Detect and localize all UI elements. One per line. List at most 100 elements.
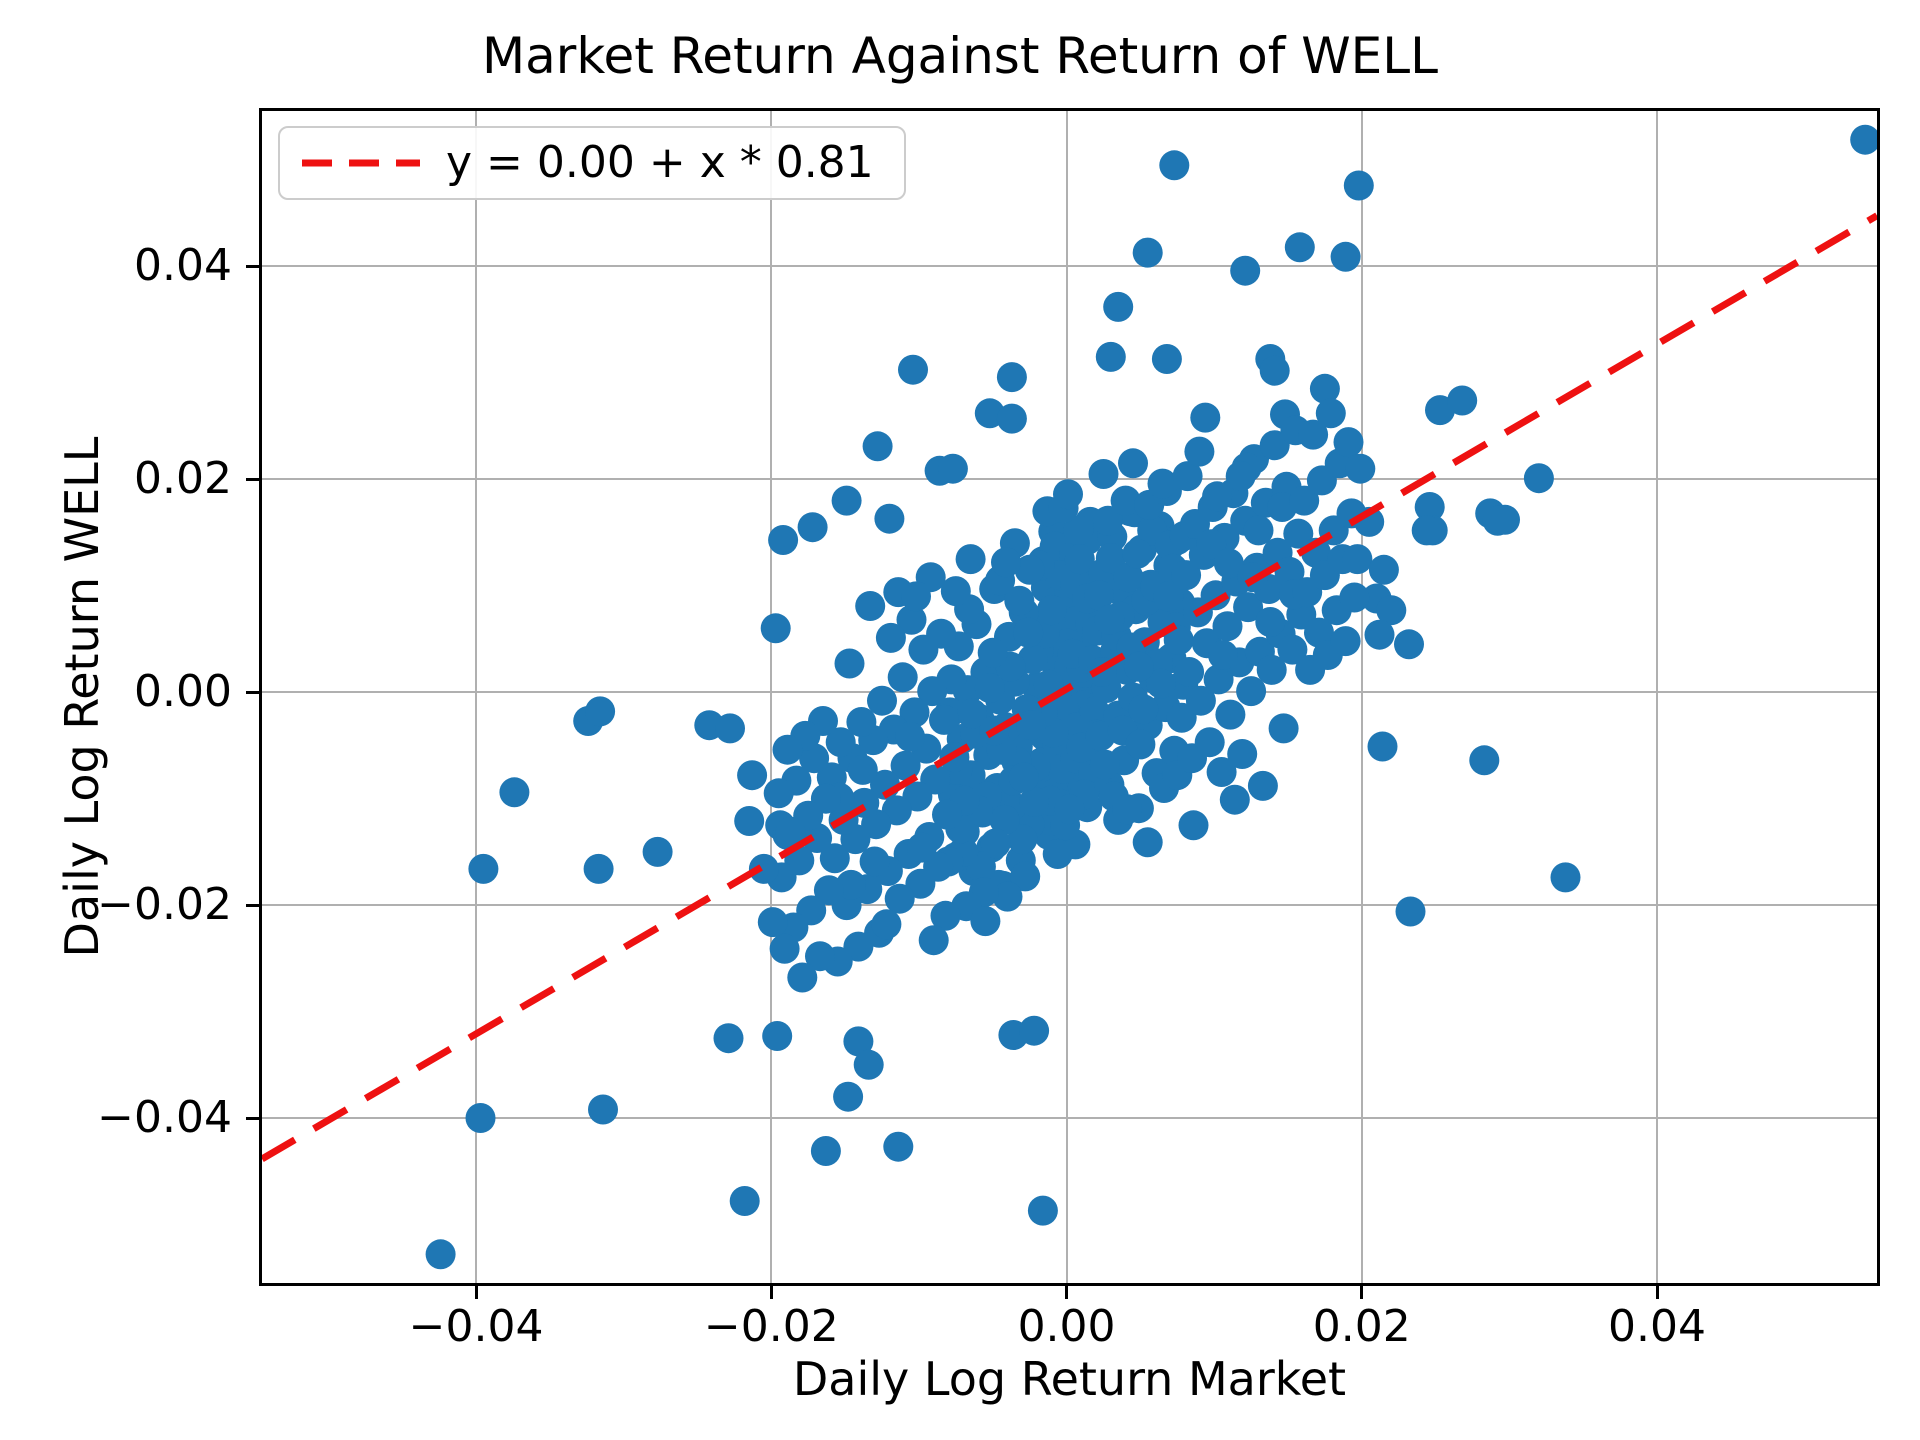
scatter-point — [1007, 824, 1038, 855]
scatter-point — [977, 637, 1008, 668]
scatter-point — [875, 622, 906, 653]
y-tick-mark — [246, 690, 259, 694]
scatter-point — [1289, 485, 1320, 516]
scatter-point — [1027, 1195, 1058, 1226]
scatter-point — [1194, 727, 1225, 758]
scatter-point — [1184, 436, 1215, 467]
scatter-point — [1233, 592, 1264, 623]
scatter-point — [1315, 398, 1346, 429]
scatter-point — [1202, 481, 1233, 512]
y-tick-label: −0.04 — [97, 1092, 232, 1143]
scatter-point — [831, 485, 862, 516]
scatter-point — [729, 1186, 760, 1216]
legend-label: y = 0.00 + x * 0.81 — [446, 137, 874, 188]
scatter-point — [1054, 794, 1085, 825]
scatter-point — [1019, 786, 1050, 817]
scatter-point — [867, 685, 897, 716]
scatter-point — [1469, 745, 1500, 776]
scatter-point — [1330, 626, 1361, 657]
scatter-point — [1092, 505, 1123, 536]
y-gridline — [262, 1117, 1877, 1119]
scatter-point — [898, 354, 928, 385]
scatter-point — [1132, 827, 1163, 858]
x-tick-mark — [1655, 1286, 1659, 1299]
scatter-point — [1550, 862, 1581, 893]
scatter-point — [1367, 731, 1398, 762]
plot-area — [259, 108, 1880, 1286]
scatter-point — [862, 431, 893, 462]
scatter-point — [585, 696, 616, 727]
scatter-point — [901, 581, 931, 612]
scatter-point — [425, 1239, 456, 1270]
scatter-point — [775, 816, 806, 847]
scatter-point — [1088, 459, 1119, 489]
scatter-point — [819, 843, 850, 874]
scatter-point — [1159, 150, 1190, 181]
scatter-point — [847, 754, 878, 785]
y-gridline — [262, 904, 1877, 907]
y-axis-label: Daily Log Return WELL — [55, 436, 109, 958]
scatter-point — [1118, 448, 1148, 479]
scatter-point — [980, 828, 1011, 859]
scatter-point — [1113, 562, 1144, 593]
scatter-point — [1178, 810, 1209, 841]
scatter-point — [996, 362, 1027, 393]
scatter-point — [918, 925, 949, 956]
scatter-point — [1172, 461, 1203, 492]
scatter-point — [1128, 694, 1159, 725]
scatter-point — [853, 1049, 884, 1080]
scatter-point — [1212, 611, 1243, 642]
scatter-point — [1215, 699, 1246, 730]
scatter-point — [843, 931, 874, 962]
scatter-point — [468, 853, 499, 884]
scatter-point — [1298, 419, 1329, 450]
scatter-point — [1132, 237, 1163, 268]
scatter-point — [1036, 595, 1067, 626]
scatter-point — [1342, 544, 1373, 575]
scatter-point — [1042, 839, 1073, 869]
scatter-point — [1339, 582, 1370, 613]
scatter-point — [1206, 757, 1237, 787]
scatter-point — [1010, 861, 1041, 892]
scatter-point — [499, 777, 530, 808]
scatter-point — [895, 721, 926, 752]
scatter-point — [1153, 581, 1184, 612]
scatter-point — [1376, 595, 1407, 626]
scatter-point — [1208, 640, 1238, 670]
scatter-point — [883, 1131, 914, 1162]
scatter-point — [887, 662, 918, 693]
scatter-point — [763, 778, 794, 809]
scatter-point — [465, 1103, 496, 1133]
scatter-point — [1163, 625, 1194, 655]
scatter-point — [1277, 634, 1308, 665]
scatter-point — [810, 1136, 841, 1166]
scatter-point — [906, 832, 937, 863]
scatter-point — [772, 734, 803, 765]
x-tick-mark — [474, 1286, 478, 1299]
x-tick-mark — [769, 1286, 773, 1299]
scatter-point — [970, 906, 1001, 937]
x-gridline — [1360, 111, 1363, 1283]
scatter-point — [989, 804, 1020, 835]
scatter-point — [1447, 385, 1478, 416]
scatter-point — [1236, 676, 1267, 707]
x-gridline — [1656, 111, 1659, 1283]
scatter-point — [1196, 529, 1227, 560]
scatter-point — [1190, 402, 1221, 433]
scatter-point — [843, 1026, 874, 1057]
scatter-point — [1171, 560, 1202, 591]
scatter-point — [1268, 713, 1299, 744]
scatter-point — [1053, 479, 1083, 510]
scatter-point — [1274, 556, 1305, 587]
scatter-point — [917, 676, 948, 707]
scatter-point — [1185, 685, 1216, 716]
scatter-point — [937, 453, 968, 484]
x-gridline — [770, 111, 773, 1283]
scatter-point — [1094, 604, 1125, 635]
scatter-point — [715, 713, 745, 744]
scatter-point — [834, 648, 865, 679]
scatter-point — [974, 673, 1005, 703]
x-axis-label: Daily Log Return Market — [792, 1352, 1347, 1406]
scatter-point — [905, 868, 936, 899]
scatter-point — [1095, 341, 1126, 372]
